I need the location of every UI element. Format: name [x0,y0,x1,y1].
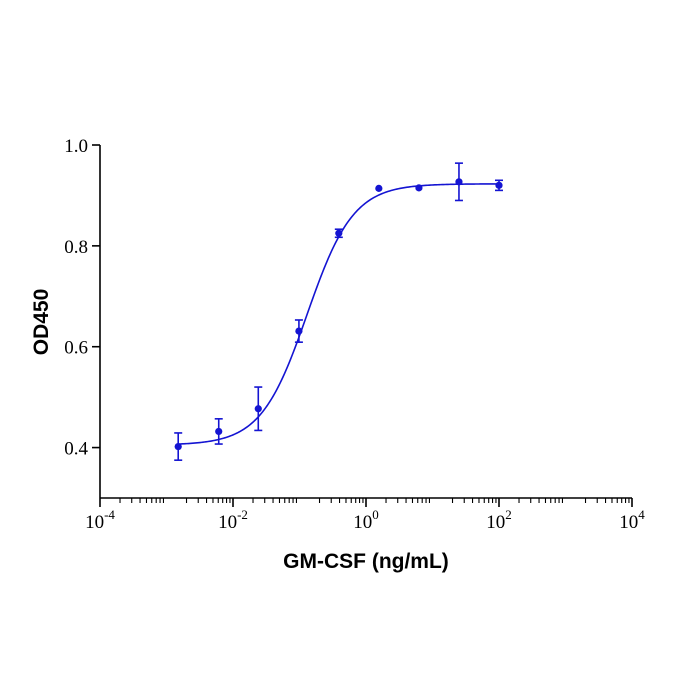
data-points-layer [174,162,503,461]
x-tick-label: 102 [486,507,512,533]
x-tick-base: 10 [353,512,372,533]
x-tick-label: 104 [619,507,645,533]
data-point [455,178,463,186]
x-tick-label: 10-2 [218,507,248,533]
data-point [495,181,503,189]
y-tick-label: 1.0 [64,136,88,157]
y-tick-label: 0.8 [64,237,88,258]
data-point [215,427,223,436]
x-axis-title: GM-CSF (ng/mL) [283,550,449,573]
axis-ticks: 0.40.60.81.010-4 10-2 100 102 104 [64,136,645,533]
data-point [335,229,343,237]
data-point [254,405,262,413]
data-point [174,442,182,451]
y-axis-title: OD450 [30,289,53,356]
data-point [415,184,423,192]
data-point [295,327,303,335]
x-tick-base: 10 [85,512,104,533]
x-tick-exponent: 2 [505,507,512,522]
x-tick-exponent: 0 [372,507,379,522]
x-tick-base: 10 [218,512,237,533]
x-tick-label: 10-4 [85,507,115,533]
y-tick-label: 0.6 [64,338,88,359]
fit-curve [178,183,500,445]
x-tick-label: 100 [353,507,379,533]
x-tick-exponent: -4 [104,507,115,522]
x-tick-base: 10 [619,512,638,533]
x-tick-exponent: 4 [638,507,645,522]
data-point [375,184,383,192]
x-tick-exponent: -2 [237,507,248,522]
x-tick-base: 10 [486,512,505,533]
fit-curve-layer [178,183,500,445]
y-tick-label: 0.4 [64,439,88,460]
